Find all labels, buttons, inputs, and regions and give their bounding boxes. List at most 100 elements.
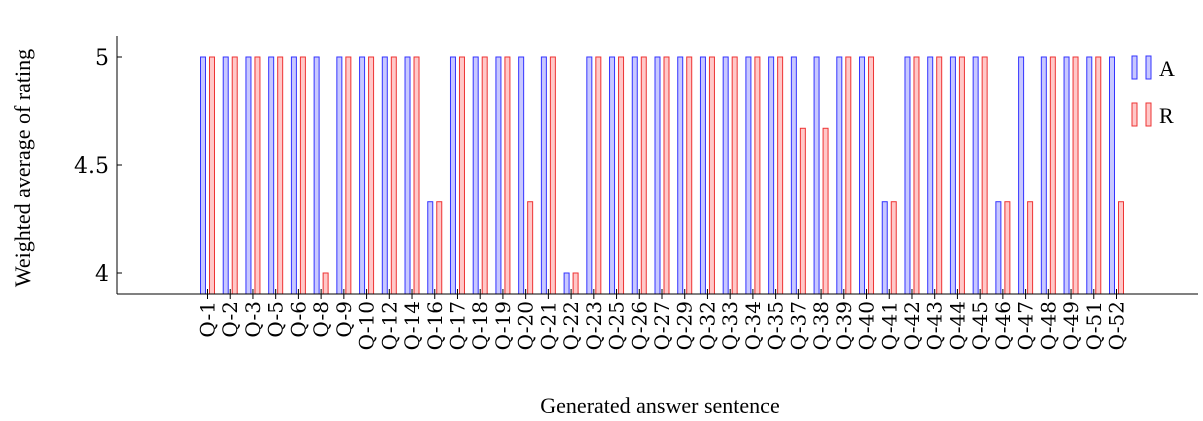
bar-r-q-5	[277, 56, 284, 295]
bar-r-q-3	[254, 56, 261, 295]
bar-r-q-34	[754, 56, 761, 295]
bar-r-q-20	[527, 201, 534, 295]
bar-r-q-48	[1049, 56, 1056, 295]
x-tick-label: Q-8	[309, 301, 333, 338]
bar-r-q-2	[231, 56, 238, 295]
bar-r-q-17	[458, 56, 465, 295]
x-tick-label: Q-29	[673, 301, 697, 350]
bar-r-q-18	[481, 56, 488, 295]
x-tick-label: Q-21	[536, 301, 560, 350]
bar-a-q-33	[722, 56, 729, 295]
bar-r-q-45	[981, 56, 988, 295]
x-tick-label: Q-23	[582, 301, 606, 350]
y-tick-label: 5	[95, 46, 109, 71]
bar-r-q-35	[777, 56, 784, 295]
x-tick-label: Q-22	[559, 301, 583, 350]
bar-a-q-14	[404, 56, 411, 295]
x-tick-label: Q-37	[786, 301, 810, 350]
bar-a-q-52	[1109, 56, 1115, 295]
bar-r-q-44	[958, 56, 965, 295]
bars	[200, 56, 1124, 295]
x-axis-title: Generated answer sentence	[540, 393, 779, 418]
bar-a-q-47	[1018, 56, 1025, 295]
bar-a-q-46	[995, 201, 1002, 295]
bar-a-q-39	[836, 56, 843, 295]
legend-label-r: R	[1159, 103, 1174, 128]
x-tick-label: Q-39	[832, 301, 856, 350]
bar-r-q-6	[299, 56, 306, 295]
bar-a-q-40	[859, 56, 866, 295]
bar-r-q-49	[1072, 56, 1079, 295]
bar-a-q-23	[586, 56, 593, 295]
bar-r-q-47	[1027, 201, 1034, 295]
bar-a-q-42	[904, 56, 911, 295]
bar-r-q-23	[595, 56, 602, 295]
bar-a-q-8	[313, 56, 320, 295]
bar-r-q-25	[618, 56, 625, 295]
bar-r-q-43	[936, 56, 943, 295]
bar-a-q-2	[222, 56, 229, 295]
bar-r-q-46	[1004, 201, 1011, 295]
bar-a-q-35	[768, 56, 775, 295]
bar-a-q-32	[699, 56, 706, 295]
legend-swatch-r	[1145, 102, 1152, 127]
x-tick-label: Q-14	[400, 301, 424, 350]
y-tick-label: 4	[95, 262, 109, 287]
bar-a-q-18	[472, 56, 479, 295]
bar-r-q-42	[913, 56, 920, 295]
bar-r-q-22	[572, 272, 579, 295]
x-tick-label: Q-52	[1105, 301, 1129, 350]
bar-a-q-38	[813, 56, 820, 295]
bar-a-q-44	[949, 56, 956, 295]
bar-a-q-29	[677, 56, 684, 295]
bar-r-q-26	[640, 56, 647, 295]
bar-a-q-12	[381, 56, 388, 295]
bar-r-q-51	[1095, 56, 1102, 295]
x-tick-label: Q-48	[1036, 301, 1060, 350]
x-tick-label: Q-44	[945, 301, 969, 350]
bar-a-q-21	[540, 56, 547, 295]
bar-a-q-20	[518, 56, 525, 295]
bar-r-q-19	[504, 56, 511, 295]
x-tick-label: Q-2	[218, 301, 242, 338]
x-tick-label: Q-5	[264, 301, 288, 338]
bar-a-q-37	[790, 56, 797, 295]
bar-a-q-6	[290, 56, 297, 295]
bar-r-q-40	[868, 56, 875, 295]
legend-swatch-a	[1131, 55, 1138, 80]
x-tick-label: Q-47	[1014, 301, 1038, 350]
x-tick-label: Q-6	[286, 301, 310, 338]
bar-a-q-34	[745, 56, 752, 295]
x-tick-label: Q-45	[968, 301, 992, 350]
bar-r-q-10	[368, 56, 375, 295]
x-tick-label: Q-46	[991, 301, 1015, 350]
x-tick-label: Q-42	[900, 301, 924, 350]
bar-a-q-19	[495, 56, 502, 295]
bar-a-q-10	[359, 56, 366, 295]
bar-r-q-21	[549, 56, 556, 295]
bar-a-q-45	[972, 56, 979, 295]
bar-a-q-17	[449, 56, 456, 295]
bar-a-q-22	[563, 272, 570, 295]
bar-a-q-51	[1086, 56, 1093, 295]
bar-a-q-26	[631, 56, 638, 295]
x-tick-label: Q-25	[605, 301, 629, 350]
y-axis-title: Weighted average of rating	[10, 49, 35, 287]
bar-a-q-9	[336, 56, 343, 295]
x-tick-label: Q-43	[923, 301, 947, 350]
bar-r-q-1	[209, 56, 215, 295]
bar-r-q-33	[731, 56, 738, 295]
x-tick-label: Q-35	[764, 301, 788, 350]
legend-swatch-a	[1145, 55, 1152, 80]
bar-a-q-41	[881, 201, 888, 295]
x-tick-label: Q-26	[627, 301, 651, 350]
legend-label-a: A	[1159, 56, 1175, 81]
bar-a-q-25	[609, 56, 616, 295]
x-axis: Q-1Q-2Q-3Q-5Q-6Q-8Q-9Q-10Q-12Q-14Q-16Q-1…	[117, 289, 1198, 350]
bar-a-q-1	[200, 56, 206, 295]
bar-r-q-32	[708, 56, 715, 295]
x-tick-label: Q-18	[468, 301, 492, 350]
y-tick-label: 4.5	[74, 154, 109, 179]
bar-a-q-48	[1040, 56, 1047, 295]
